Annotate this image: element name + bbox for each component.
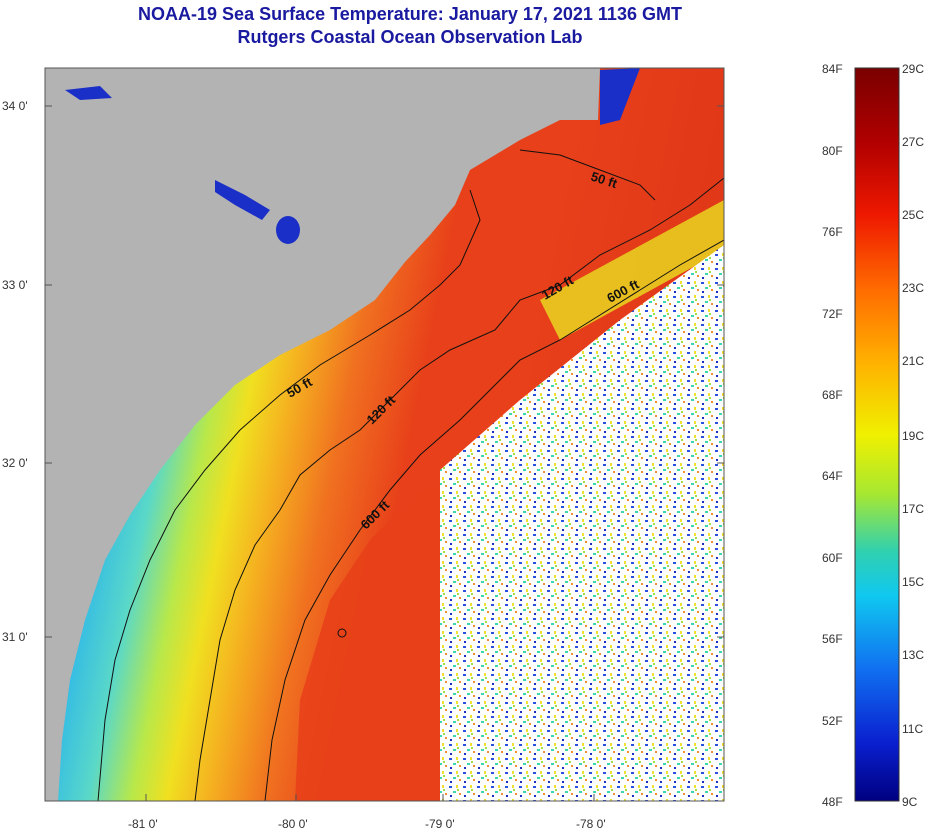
- colorbar-c-23: 23C: [902, 281, 924, 295]
- contour-120ft: [194, 177, 724, 801]
- lat-label-34: 34 0': [2, 99, 28, 113]
- contour-600ft: [264, 239, 724, 801]
- colorbar-f-60: 60F: [822, 551, 843, 565]
- lon-label-80: -80 0': [278, 817, 308, 831]
- land-mass: [45, 68, 600, 801]
- colorbar-f-76: 76F: [822, 225, 843, 239]
- lake-marion: [276, 216, 300, 244]
- lat-label-33: 33 0': [2, 278, 28, 292]
- latitude-axis: 34 0' 33 0' 32 0' 31 0': [2, 99, 724, 644]
- colorbar-celsius-labels: 29C 27C 25C 23C 21C 19C 17C 15C 13C 11C …: [902, 62, 924, 809]
- contour-50ft: [97, 189, 481, 801]
- colorbar-c-13: 13C: [902, 648, 924, 662]
- colorbar-c-25: 25C: [902, 208, 924, 222]
- colorbar-c-15: 15C: [902, 575, 924, 589]
- colorbar-f-64: 64F: [822, 469, 843, 483]
- lon-label-78: -78 0': [576, 817, 606, 831]
- lat-label-31: 31 0': [2, 630, 28, 644]
- colorbar-fahrenheit-labels: 84F 80F 76F 72F 68F 64F 60F 56F 52F 48F: [822, 62, 843, 809]
- colorbar-f-48: 48F: [822, 795, 843, 809]
- lon-label-81: -81 0': [128, 817, 158, 831]
- colorbar-f-72: 72F: [822, 307, 843, 321]
- colorbar-c-21: 21C: [902, 354, 924, 368]
- colorbar-f-68: 68F: [822, 388, 843, 402]
- colorbar-c-19: 19C: [902, 429, 924, 443]
- colorbar-f-84: 84F: [822, 62, 843, 76]
- colorbar-c-17: 17C: [902, 502, 924, 516]
- cape-fear-estuary: [600, 68, 640, 125]
- colorbar-f-56: 56F: [822, 632, 843, 646]
- lat-label-32: 32 0': [2, 456, 28, 470]
- gulf-stream-core: [295, 480, 440, 801]
- map-subtitle: Rutgers Coastal Ocean Observation Lab: [237, 27, 583, 47]
- map-frame: [45, 68, 724, 801]
- map-title: NOAA-19 Sea Surface Temperature: January…: [138, 4, 682, 24]
- lake-waccamaw: [65, 86, 112, 100]
- longitude-axis: -81 0' -80 0' -79 0' -78 0': [128, 794, 606, 831]
- colorbar-c-11: 11C: [902, 722, 923, 736]
- colorbar-f-80: 80F: [822, 144, 843, 158]
- cloud-cover-region: [440, 245, 724, 801]
- inland-water: [215, 180, 270, 220]
- colorbar-c-27: 27C: [902, 135, 924, 149]
- map-border: [44, 67, 725, 802]
- lon-label-79: -79 0': [425, 817, 455, 831]
- colorbar-c-29: 29C: [902, 62, 924, 76]
- colorbar: [854, 67, 900, 802]
- colorbar-f-52: 52F: [822, 714, 843, 728]
- colorbar-c-9: 9C: [902, 795, 918, 809]
